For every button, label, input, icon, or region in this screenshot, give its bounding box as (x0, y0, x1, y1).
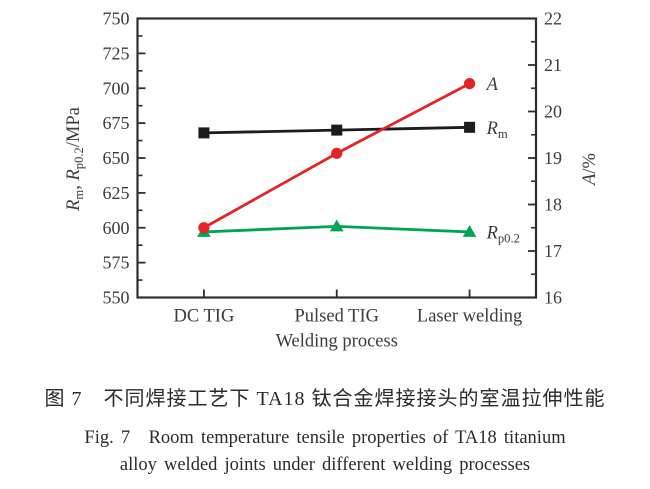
figure-caption-zh: 图 7 不同焊接工艺下 TA18 钛合金焊接接头的室温拉伸性能 (44, 388, 606, 410)
left-axis-title: Rm, Rp0.2/MPa (64, 107, 86, 212)
figure-caption-en-line2: alloy welded joints under different weld… (119, 455, 531, 475)
marker-circle-A-0 (198, 222, 210, 234)
marker-square-Rm-1 (331, 124, 343, 136)
right-tick-label: 22 (544, 9, 562, 29)
series-Rm: Rm (198, 119, 508, 141)
right-tick-label: 20 (544, 102, 562, 122)
right-tick-label: 21 (544, 55, 562, 75)
marker-square-Rm-2 (464, 121, 476, 133)
right-tick-label: 16 (544, 288, 562, 308)
figure-caption-en-line1: Fig. 7 Room temperature tensile properti… (84, 428, 566, 448)
marker-circle-A-2 (463, 78, 476, 90)
left-axis: 750 725 700 675 650 625 600 575 550 (103, 9, 146, 308)
marker-circle-A-1 (331, 147, 343, 159)
series-A: A (198, 75, 499, 234)
right-tick-label: 17 (544, 241, 562, 261)
x-category-label: DC TIG (174, 307, 235, 327)
left-tick-label: 725 (103, 43, 130, 63)
series-label-Rp02: Rp0.2 (486, 223, 520, 245)
left-tick-label: 650 (103, 148, 130, 168)
right-axis: 22 21 20 19 18 17 16 (528, 9, 562, 308)
marker-square-Rm-0 (198, 127, 210, 139)
x-category-label: Laser welding (417, 307, 522, 327)
right-tick-label: 19 (544, 148, 562, 168)
marker-triangle-Rp02-1 (329, 219, 344, 232)
tensile-properties-chart: 750 725 700 675 650 625 600 575 550 22 21 20 19 18 17 1… (64, 9, 600, 352)
marker-triangle-Rp02-2 (462, 225, 477, 237)
series-label-Rm: Rm (486, 119, 508, 141)
x-axis-title: Welding process (276, 332, 398, 352)
left-tick-label: 550 (103, 288, 130, 308)
left-tick-label: 575 (103, 253, 130, 273)
right-tick-label: 18 (544, 195, 562, 215)
series-Rp02: Rp0.2 (197, 219, 520, 245)
left-tick-label: 675 (103, 113, 130, 133)
left-tick-label: 700 (103, 78, 130, 98)
series-label-A: A (485, 75, 499, 95)
right-axis-title: A/% (580, 153, 600, 187)
x-axis: DC TIG Pulsed TIG Laser welding (174, 289, 522, 327)
x-category-label: Pulsed TIG (295, 307, 379, 327)
left-tick-label: 625 (103, 183, 130, 203)
left-tick-label: 750 (103, 9, 130, 29)
left-tick-label: 600 (103, 218, 130, 238)
